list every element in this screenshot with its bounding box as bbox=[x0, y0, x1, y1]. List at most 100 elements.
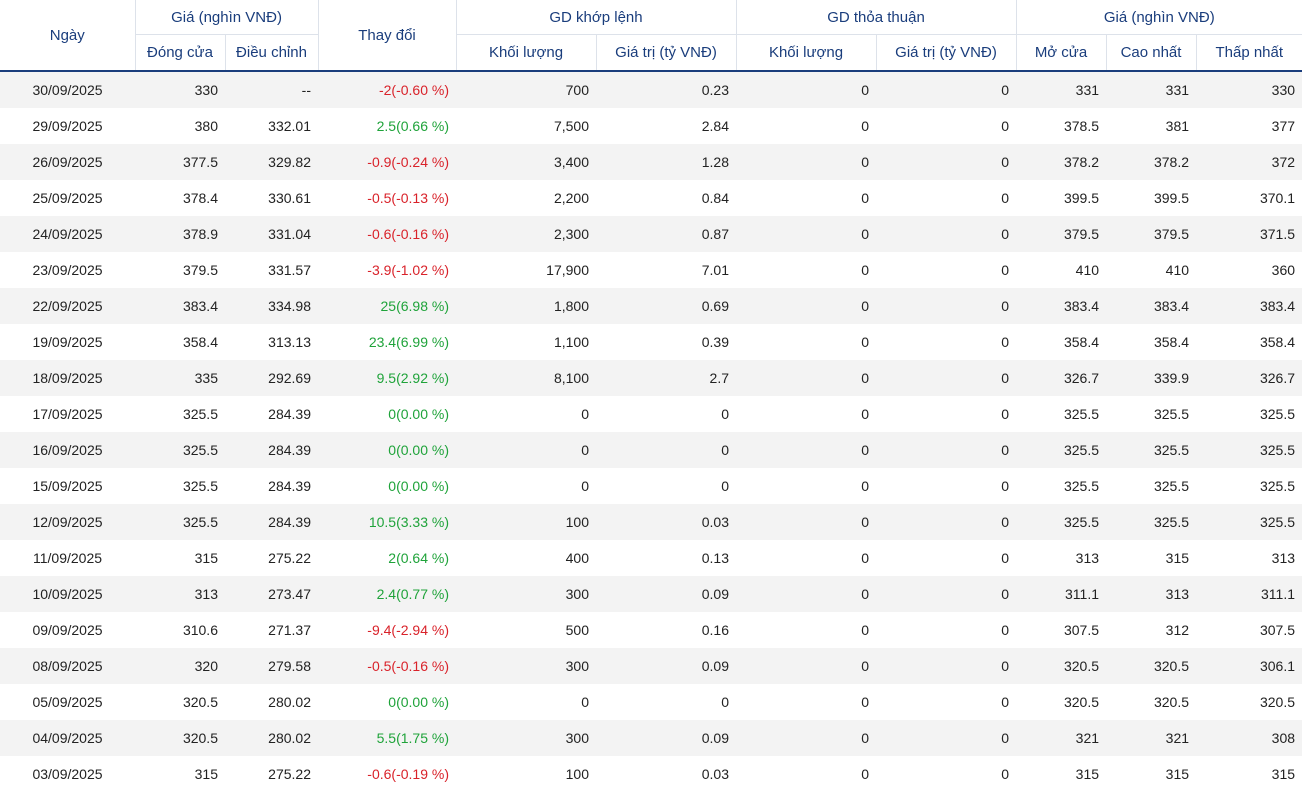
table-row[interactable]: 09/09/2025 310.6 271.37 -9.4(-2.94 %) 500 0.1… bbox=[0, 612, 1302, 648]
table-row[interactable]: 18/09/2025 335 292.69 9.5(2.92 %) 8,100 2.7 0 0… bbox=[0, 360, 1302, 396]
negotiated-value-cell: 0 bbox=[876, 468, 1017, 504]
header-negotiated-value[interactable]: Giá trị (tỷ VNĐ) bbox=[876, 34, 1017, 72]
open-cell: 378.5 bbox=[1016, 108, 1107, 144]
low-cell: 307.5 bbox=[1196, 612, 1302, 648]
table-row[interactable]: 22/09/2025 383.4 334.98 25(6.98 %) 1,800 0.69… bbox=[0, 288, 1302, 324]
table-row[interactable]: 12/09/2025 325.5 284.39 10.5(3.33 %) 100 0.03… bbox=[0, 504, 1302, 540]
matched-volume-cell: 400 bbox=[456, 540, 596, 576]
table-row[interactable]: 16/09/2025 325.5 284.39 0(0.00 %) 0 0 0 0 325.5 3… bbox=[0, 432, 1302, 468]
negotiated-volume-cell: 0 bbox=[736, 432, 876, 468]
open-cell: 325.5 bbox=[1016, 468, 1107, 504]
negotiated-value-cell: 0 bbox=[876, 432, 1017, 468]
table-row[interactable]: 30/09/2025 330 -- -2(-0.60 %) 700 0.23 0 0 331 33… bbox=[0, 71, 1302, 108]
matched-value-cell: 0.03 bbox=[596, 504, 736, 540]
table-row[interactable]: 11/09/2025 315 275.22 2(0.64 %) 400 0.13 0 0 313… bbox=[0, 540, 1302, 576]
close-cell: 310.6 bbox=[135, 612, 225, 648]
negotiated-value-cell: 0 bbox=[876, 576, 1017, 612]
table-row[interactable]: 29/09/2025 380 332.01 2.5(0.66 %) 7,500 2.84 0… bbox=[0, 108, 1302, 144]
header-negotiated-volume[interactable]: Khối lượng bbox=[736, 34, 877, 72]
header-close[interactable]: Đóng cửa bbox=[135, 34, 226, 72]
header-low[interactable]: Thấp nhất bbox=[1196, 34, 1302, 72]
date-cell: 16/09/2025 bbox=[0, 432, 135, 468]
change-cell: 2.5(0.66 %) bbox=[318, 108, 456, 144]
negotiated-value-cell: 0 bbox=[876, 612, 1017, 648]
matched-volume-cell: 2,200 bbox=[456, 180, 596, 216]
adjusted-cell: 280.02 bbox=[225, 720, 318, 756]
change-cell: 10.5(3.33 %) bbox=[318, 504, 456, 540]
change-cell: 2.4(0.77 %) bbox=[318, 576, 456, 612]
table-row[interactable]: 17/09/2025 325.5 284.39 0(0.00 %) 0 0 0 0 325.5 3… bbox=[0, 396, 1302, 432]
negotiated-volume-cell: 0 bbox=[736, 504, 876, 540]
header-matched-volume[interactable]: Khối lượng bbox=[456, 34, 597, 72]
change-cell: -0.5(-0.13 %) bbox=[318, 180, 456, 216]
table-row[interactable]: 26/09/2025 377.5 329.82 -0.9(-0.24 %) 3,400 1… bbox=[0, 144, 1302, 180]
negotiated-volume-cell: 0 bbox=[736, 684, 876, 720]
change-cell: -0.5(-0.16 %) bbox=[318, 648, 456, 684]
adjusted-cell: 330.61 bbox=[225, 180, 318, 216]
adjusted-cell: 329.82 bbox=[225, 144, 318, 180]
low-cell: 370.1 bbox=[1196, 180, 1302, 216]
high-cell: 410 bbox=[1106, 252, 1197, 288]
negotiated-value-cell: 0 bbox=[876, 324, 1017, 360]
table-row[interactable]: 05/09/2025 320.5 280.02 0(0.00 %) 0 0 0 0 320.5 3… bbox=[0, 684, 1302, 720]
table-row[interactable]: 19/09/2025 358.4 313.13 23.4(6.99 %) 1,100 0.… bbox=[0, 324, 1302, 360]
table-row[interactable]: 10/09/2025 313 273.47 2.4(0.77 %) 300 0.09 0 0 3… bbox=[0, 576, 1302, 612]
matched-volume-cell: 3,400 bbox=[456, 144, 596, 180]
high-cell: 312 bbox=[1106, 612, 1197, 648]
open-cell: 315 bbox=[1016, 756, 1107, 792]
change-cell: 2(0.64 %) bbox=[318, 540, 456, 576]
change-cell: -0.9(-0.24 %) bbox=[318, 144, 456, 180]
low-cell: 330 bbox=[1196, 71, 1302, 108]
header-date[interactable]: Ngày bbox=[0, 0, 136, 72]
matched-volume-cell: 7,500 bbox=[456, 108, 596, 144]
adjusted-cell: 334.98 bbox=[225, 288, 318, 324]
open-cell: 378.2 bbox=[1016, 144, 1107, 180]
low-cell: 377 bbox=[1196, 108, 1302, 144]
close-cell: 335 bbox=[135, 360, 225, 396]
negotiated-value-cell: 0 bbox=[876, 540, 1017, 576]
date-cell: 03/09/2025 bbox=[0, 756, 135, 792]
table-row[interactable]: 04/09/2025 320.5 280.02 5.5(1.75 %) 300 0.09 0… bbox=[0, 720, 1302, 756]
negotiated-value-cell: 0 bbox=[876, 288, 1017, 324]
change-cell: 0(0.00 %) bbox=[318, 432, 456, 468]
matched-value-cell: 1.28 bbox=[596, 144, 736, 180]
matched-value-cell: 0.09 bbox=[596, 720, 736, 756]
table-row[interactable]: 25/09/2025 378.4 330.61 -0.5(-0.13 %) 2,200 0… bbox=[0, 180, 1302, 216]
table-row[interactable]: 24/09/2025 378.9 331.04 -0.6(-0.16 %) 2,300 0… bbox=[0, 216, 1302, 252]
negotiated-volume-cell: 0 bbox=[736, 324, 876, 360]
matched-value-cell: 0.16 bbox=[596, 612, 736, 648]
header-adjusted[interactable]: Điều chỉnh bbox=[225, 34, 319, 72]
negotiated-value-cell: 0 bbox=[876, 216, 1017, 252]
table-row[interactable]: 23/09/2025 379.5 331.57 -3.9(-1.02 %) 17,900… bbox=[0, 252, 1302, 288]
matched-volume-cell: 0 bbox=[456, 396, 596, 432]
matched-value-cell: 0.09 bbox=[596, 576, 736, 612]
change-cell: -2(-0.60 %) bbox=[318, 71, 456, 108]
open-cell: 320.5 bbox=[1016, 684, 1107, 720]
negotiated-volume-cell: 0 bbox=[736, 108, 876, 144]
high-cell: 399.5 bbox=[1106, 180, 1197, 216]
high-cell: 381 bbox=[1106, 108, 1197, 144]
matched-value-cell: 0.09 bbox=[596, 648, 736, 684]
adjusted-cell: 284.39 bbox=[225, 504, 318, 540]
close-cell: 313 bbox=[135, 576, 225, 612]
adjusted-cell: 331.57 bbox=[225, 252, 318, 288]
table-row[interactable]: 08/09/2025 320 279.58 -0.5(-0.16 %) 300 0.09 0… bbox=[0, 648, 1302, 684]
header-change[interactable]: Thay đổi bbox=[318, 0, 457, 72]
negotiated-value-cell: 0 bbox=[876, 396, 1017, 432]
table-row[interactable]: 15/09/2025 325.5 284.39 0(0.00 %) 0 0 0 0 325.5 3… bbox=[0, 468, 1302, 504]
date-cell: 09/09/2025 bbox=[0, 612, 135, 648]
table-row[interactable]: 03/09/2025 315 275.22 -0.6(-0.19 %) 100 0.03 0… bbox=[0, 756, 1302, 792]
header-high[interactable]: Cao nhất bbox=[1106, 34, 1197, 72]
negotiated-volume-cell: 0 bbox=[736, 756, 876, 792]
change-cell: -3.9(-1.02 %) bbox=[318, 252, 456, 288]
header-open[interactable]: Mở cửa bbox=[1016, 34, 1107, 72]
close-cell: 325.5 bbox=[135, 504, 225, 540]
negotiated-volume-cell: 0 bbox=[736, 468, 876, 504]
matched-volume-cell: 300 bbox=[456, 648, 596, 684]
header-matched-value[interactable]: Giá trị (tỷ VNĐ) bbox=[596, 34, 737, 72]
open-cell: 311.1 bbox=[1016, 576, 1107, 612]
high-cell: 325.5 bbox=[1106, 468, 1197, 504]
low-cell: 306.1 bbox=[1196, 648, 1302, 684]
header-row-sub: Đóng cửa Điều chỉnh Khối lượng Giá trị (… bbox=[0, 34, 1302, 72]
